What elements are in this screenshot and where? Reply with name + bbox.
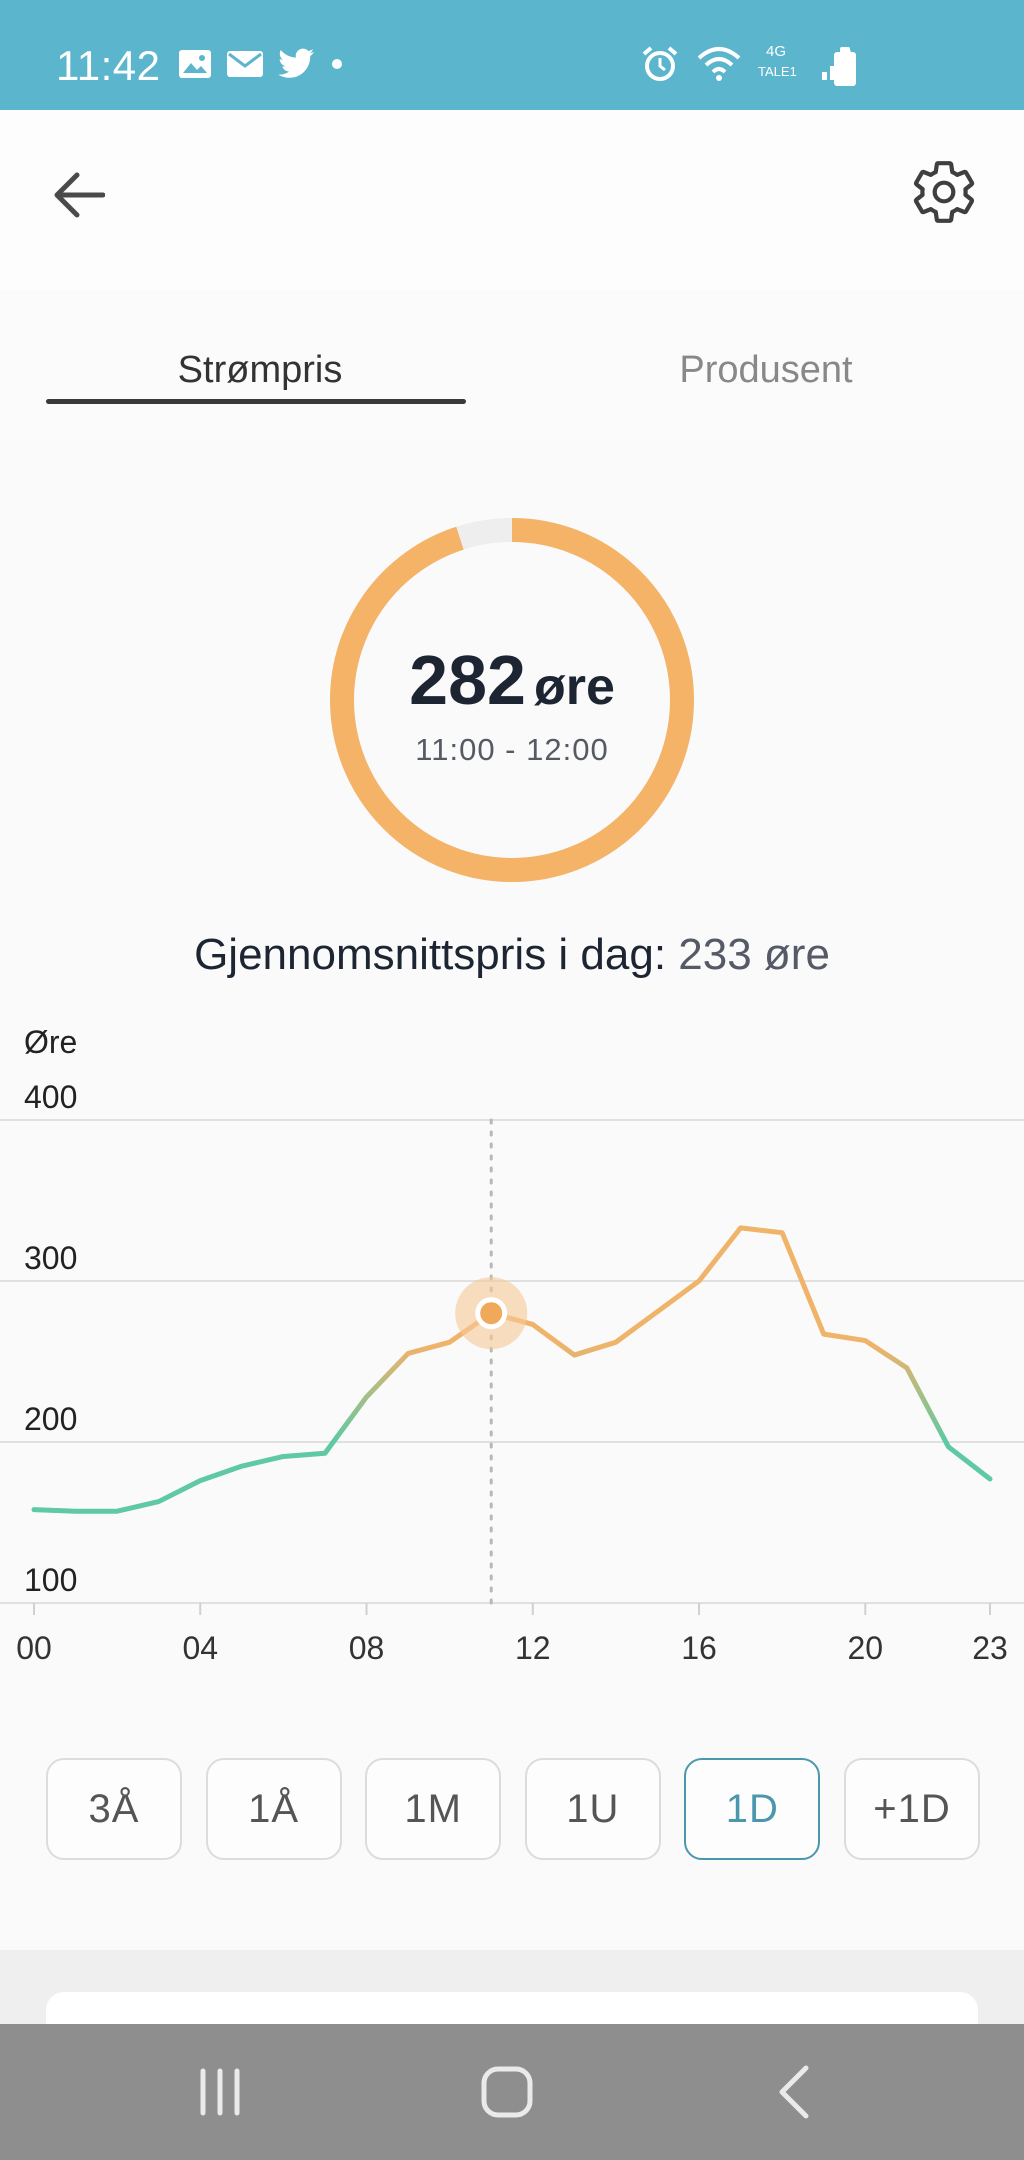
- gear-icon: [913, 161, 975, 223]
- back-chevron-icon: [779, 2065, 809, 2119]
- battery-icon: [834, 47, 856, 86]
- range-1y-button[interactable]: 1Å: [205, 1758, 342, 1860]
- y-axis-label: Øre: [24, 1030, 77, 1060]
- current-price-interval: 11:00 - 12:00: [415, 732, 609, 767]
- recents-icon: [200, 2068, 240, 2116]
- average-price: Gjennomsnittspris i dag: 233 øre: [0, 930, 1024, 980]
- x-tick-label: 23: [972, 1630, 1008, 1666]
- y-tick-label: 400: [24, 1079, 77, 1115]
- range-1w-button[interactable]: 1U: [524, 1758, 661, 1860]
- gauge-ring: [330, 518, 694, 882]
- average-label: Gjennomsnittspris i dag:: [194, 930, 667, 979]
- y-tick-label: 100: [24, 1562, 77, 1598]
- wifi-icon: [697, 47, 741, 81]
- tab-bar: Strømpris Produsent: [0, 290, 1024, 440]
- x-tick-label: 00: [16, 1630, 52, 1666]
- settings-button[interactable]: [904, 152, 984, 232]
- range-3y-button[interactable]: 3Å: [46, 1758, 182, 1860]
- recents-button[interactable]: [120, 2024, 320, 2160]
- alarm-icon: [642, 46, 678, 81]
- x-tick-label: 20: [848, 1630, 884, 1666]
- y-tick-label: 200: [24, 1401, 77, 1437]
- twitter-icon: [278, 48, 314, 78]
- active-tab-indicator: [46, 399, 466, 404]
- current-price-value: 282: [409, 641, 526, 719]
- range-selector: 3Å 1Å 1M 1U 1D +1D: [46, 1758, 980, 1860]
- price-chart[interactable]: Øre 400 300 200 100 00 04 08 12 16 20 23: [0, 1030, 1024, 1670]
- gauge-arc: [330, 518, 694, 882]
- back-button[interactable]: [44, 160, 114, 230]
- home-button[interactable]: [407, 2024, 607, 2160]
- current-price-unit: øre: [533, 658, 615, 716]
- tab-strompris[interactable]: Strømpris: [177, 349, 343, 391]
- home-icon: [481, 2066, 533, 2118]
- arrow-left-icon: [54, 172, 105, 218]
- carrier-label: TALE1: [758, 64, 797, 79]
- selected-point[interactable]: [480, 1302, 503, 1325]
- status-time: 11:42: [56, 42, 161, 89]
- y-tick-label: 300: [24, 1240, 77, 1276]
- system-nav-bar: [0, 2024, 1024, 2160]
- network-type: 4G: [766, 43, 787, 60]
- range-next-day-button[interactable]: +1D: [843, 1758, 980, 1860]
- x-tick-label: 08: [349, 1630, 385, 1666]
- status-bar: 11:42 4G TALE1: [0, 0, 1024, 110]
- x-tick-label: 16: [681, 1630, 717, 1666]
- x-tick-label: 12: [515, 1630, 551, 1666]
- image-icon: [179, 50, 211, 78]
- average-value: 233 øre: [678, 930, 830, 979]
- price-gauge: 282 øre 11:00 - 12:00: [322, 510, 702, 890]
- gauge-value: 282 øre: [322, 640, 702, 720]
- dot-icon: [332, 59, 342, 69]
- tab-produsent[interactable]: Produsent: [679, 349, 853, 391]
- x-tick-label: 04: [182, 1630, 218, 1666]
- 4g-icon: 4G TALE1: [758, 44, 804, 84]
- range-1d-button[interactable]: 1D: [684, 1758, 821, 1860]
- mail-icon: [227, 51, 263, 77]
- nav-back-button[interactable]: [694, 2024, 894, 2160]
- price-line: [31, 1225, 993, 1514]
- app-bar: [0, 110, 1024, 290]
- range-1m-button[interactable]: 1M: [365, 1758, 502, 1860]
